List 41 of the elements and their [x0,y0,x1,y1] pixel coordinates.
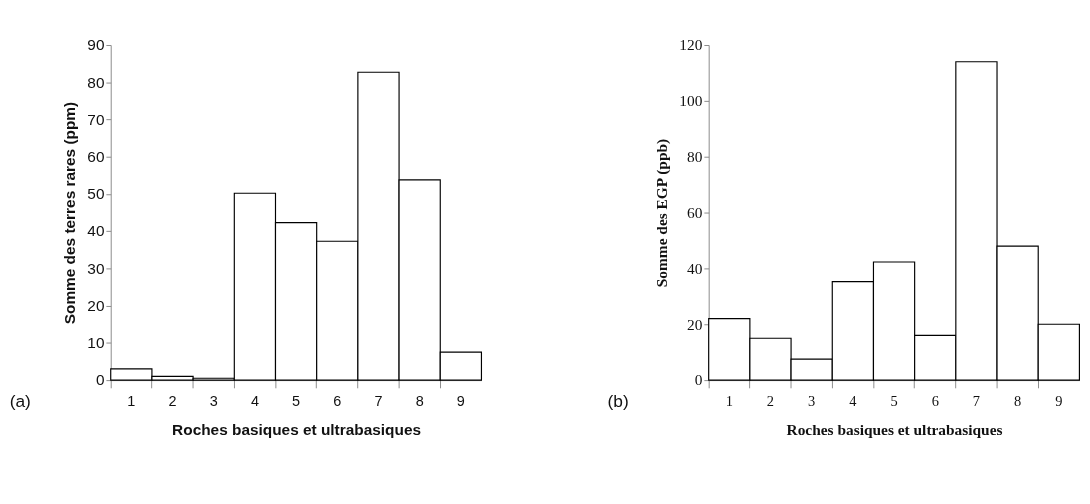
y-tick-label: 30 [87,259,105,277]
y-tick-label: 0 [694,371,703,389]
text: (b) [607,391,629,412]
y-tick-label: 60 [687,203,703,221]
x-tick-label: 1 [725,392,733,409]
text: (a) [9,391,31,412]
y-tick-label: 40 [687,259,703,277]
x-tick-label: 5 [890,392,898,409]
x-tick-label: 4 [849,392,857,409]
x-tick-label: 4 [250,392,259,409]
y-tick-label: 80 [87,73,105,91]
x-tick-label: 1 [127,392,136,409]
x-tick-label: 3 [808,392,816,409]
y-tick-label: 10 [87,334,105,352]
x-tick-label: 6 [931,392,939,409]
x-tick-label: 8 [415,392,424,409]
y-tick-label: 80 [687,148,703,166]
x-tick-label: 8 [1014,392,1022,409]
x-tick-label: 3 [209,392,218,409]
x-tick-label: 5 [292,392,301,409]
y-tick-label: 70 [87,110,105,128]
y-tick-label: 90 [87,36,105,54]
y-tick-label: 120 [679,36,703,54]
x-tick-label: 2 [766,392,775,409]
y-axis-title: Somme des terres rares (ppm) [60,101,78,325]
y-tick-label: 100 [679,92,703,110]
y-tick-label: 40 [87,222,105,240]
x-tick-label: 2 [168,392,177,409]
y-tick-label: 20 [87,296,105,314]
x-tick-label: 7 [374,392,383,409]
y-tick-label: 20 [687,315,703,333]
x-tick-label: 9 [456,392,465,409]
y-tick-label: 0 [95,371,105,389]
x-tick-label: 6 [333,392,342,409]
x-axis-title: Roches basiques et ultrabasiques [786,420,1003,438]
x-axis-title: Roches basiques et ultrabasiques [172,420,422,438]
y-axis-title: Somme des EGP (ppb) [652,138,671,288]
y-tick-label: 50 [87,185,105,203]
y-tick-label: 60 [87,148,105,166]
x-tick-label: 7 [972,392,981,409]
x-tick-label: 9 [1055,392,1063,409]
